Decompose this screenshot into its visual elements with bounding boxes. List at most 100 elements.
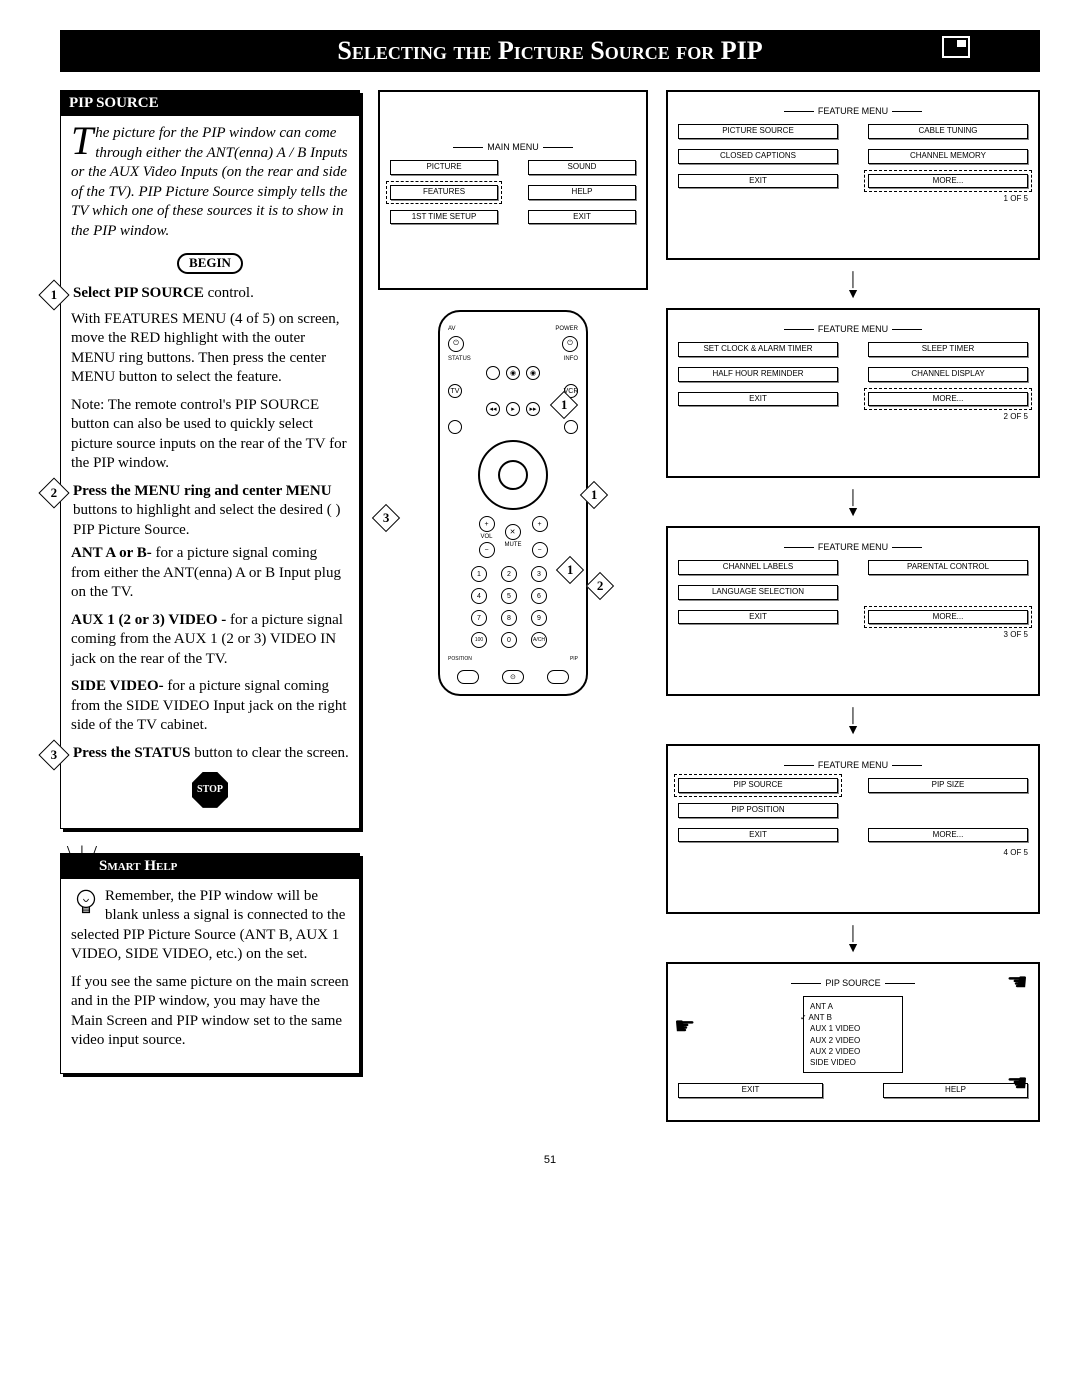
- feature-menu-4-screen: FEATURE MENU PIP SOURCE PIP SIZE PIP POS…: [666, 744, 1040, 914]
- pip-opt-aux1[interactable]: AUX 1 VIDEO: [810, 1023, 896, 1034]
- remote-num-9[interactable]: 9: [531, 610, 547, 626]
- remote-status-button[interactable]: [486, 366, 500, 380]
- fm2-exit[interactable]: EXIT: [678, 392, 838, 407]
- main-menu-features[interactable]: FEATURES: [390, 185, 498, 200]
- remote-num-100[interactable]: 100: [471, 632, 487, 648]
- arrow-down-4: [666, 926, 1040, 954]
- fm3-exit[interactable]: EXIT: [678, 610, 838, 625]
- fm2-channel-display[interactable]: CHANNEL DISPLAY: [868, 367, 1028, 382]
- fm3-language[interactable]: LANGUAGE SELECTION: [678, 585, 838, 600]
- aux-para: AUX 1 (2 or 3) VIDEO - for a picture sig…: [71, 611, 349, 670]
- fm4-pip-size[interactable]: PIP SIZE: [868, 778, 1028, 793]
- remote-mute-button[interactable]: ✕: [505, 524, 521, 540]
- callout-3: 3: [372, 504, 400, 532]
- pip-opt-aux2b[interactable]: AUX 2 VIDEO: [810, 1046, 896, 1057]
- remote-menu-ring[interactable]: [478, 440, 548, 510]
- remote-tv-button[interactable]: TV: [448, 384, 462, 398]
- intro-dropcap: T: [71, 124, 95, 158]
- feature-menu-2-title: FEATURE MENU: [678, 324, 1028, 334]
- remote-power-button[interactable]: ⏻: [562, 336, 578, 352]
- main-menu-1st-setup[interactable]: 1ST TIME SETUP: [390, 210, 498, 225]
- remote-position-button[interactable]: [457, 670, 479, 684]
- fm2-set-clock[interactable]: SET CLOCK & ALARM TIMER: [678, 342, 838, 357]
- step-2-diamond: 2: [38, 477, 69, 508]
- fm4-more[interactable]: MORE...: [868, 828, 1028, 843]
- remote-vol-up[interactable]: +: [479, 516, 495, 532]
- fm3-parental-control[interactable]: PARENTAL CONTROL: [868, 560, 1028, 575]
- main-menu-picture[interactable]: PICTURE: [390, 160, 498, 175]
- manual-page: Selecting the Picture Source for PIP PIP…: [0, 0, 1080, 1196]
- page-title-text: Selecting the Picture Source for PIP: [337, 36, 762, 65]
- step-2-row: 2 Press the MENU ring and center MENU bu…: [43, 482, 349, 541]
- main-menu-grid: PICTURE SOUND FEATURES HELP 1ST TIME SET…: [390, 160, 636, 224]
- fm4-pip-source[interactable]: PIP SOURCE: [678, 778, 838, 793]
- remote-rec-button[interactable]: ◉: [506, 366, 520, 380]
- pip-opt-ant-a[interactable]: ANT A: [810, 1001, 896, 1012]
- fm1-cable-tuning[interactable]: CABLE TUNING: [868, 124, 1028, 139]
- pip-source-exit[interactable]: EXIT: [678, 1083, 823, 1098]
- pip-window-icon: [942, 36, 970, 58]
- remote-freepip-button[interactable]: ▸▸: [526, 402, 540, 416]
- fm2-half-hour[interactable]: HALF HOUR REMINDER: [678, 367, 838, 382]
- remote-label-power: POWER: [555, 326, 578, 332]
- arrow-down-1: [666, 272, 1040, 300]
- arrow-down-2: [666, 490, 1040, 518]
- step-3-row: 3 Press the STATUS button to clear the s…: [43, 744, 349, 766]
- remote-num-7[interactable]: 7: [471, 610, 487, 626]
- lightbulb-icon: [71, 887, 101, 921]
- smart-help-p2: If you see the same picture on the main …: [71, 973, 349, 1051]
- fm2-more[interactable]: MORE...: [868, 392, 1028, 407]
- remote-label-position: POSITION: [448, 656, 472, 662]
- fm3-channel-labels[interactable]: CHANNEL LABELS: [678, 560, 838, 575]
- remote-label-vol: VOL: [479, 534, 495, 540]
- remote-av-button[interactable]: ⏻: [448, 336, 464, 352]
- remote-num-2[interactable]: 2: [501, 566, 517, 582]
- step-1-diamond: 1: [38, 279, 69, 310]
- fm4-exit[interactable]: EXIT: [678, 828, 838, 843]
- remote-num-5[interactable]: 5: [501, 588, 517, 604]
- remote-num-1[interactable]: 1: [471, 566, 487, 582]
- remote-num-3[interactable]: 3: [531, 566, 547, 582]
- remote-num-4[interactable]: 4: [471, 588, 487, 604]
- menu-flow-column: FEATURE MENU PICTURE SOURCE CABLE TUNING…: [666, 90, 1040, 1134]
- feature-menu-3-screen: FEATURE MENU CHANNEL LABELS PARENTAL CON…: [666, 526, 1040, 696]
- feature-menu-1-title: FEATURE MENU: [678, 106, 1028, 116]
- step-2-bold: Press the MENU ring and center MENU: [73, 483, 332, 499]
- fm1-pager: 1 OF 5: [678, 194, 1028, 203]
- fm1-channel-memory[interactable]: CHANNEL MEMORY: [868, 149, 1028, 164]
- remote-label-info: INFO: [564, 356, 578, 362]
- remote-vol-down[interactable]: −: [479, 542, 495, 558]
- remote-pip-button[interactable]: ⊙: [502, 670, 524, 684]
- fm2-sleep-timer[interactable]: SLEEP TIMER: [868, 342, 1028, 357]
- intro-paragraph: The picture for the PIP window can come …: [71, 124, 349, 241]
- smart-help-box: \ | / Smart Help Remember, the PIP windo…: [60, 853, 360, 1074]
- page-title-bar: Selecting the Picture Source for PIP: [60, 30, 1040, 72]
- remote-num-8[interactable]: 8: [501, 610, 517, 626]
- main-menu-help[interactable]: HELP: [528, 185, 636, 200]
- remote-num-6[interactable]: 6: [531, 588, 547, 604]
- remote-column: MAIN MENU PICTURE SOUND FEATURES HELP 1S…: [378, 90, 648, 1134]
- fm3-more[interactable]: MORE...: [868, 610, 1028, 625]
- fm1-exit[interactable]: EXIT: [678, 174, 838, 189]
- remote-ch-up[interactable]: +: [532, 516, 548, 532]
- remote-surf-button[interactable]: [564, 420, 578, 434]
- fm1-picture-source[interactable]: PICTURE SOURCE: [678, 124, 838, 139]
- main-menu-exit[interactable]: EXIT: [528, 210, 636, 225]
- side-para: SIDE VIDEO- for a picture signal coming …: [71, 677, 349, 736]
- fm1-more[interactable]: MORE...: [868, 174, 1028, 189]
- main-menu-sound[interactable]: SOUND: [528, 160, 636, 175]
- remote-bottom-button[interactable]: [547, 670, 569, 684]
- ant-bold: ANT A or B-: [71, 545, 152, 561]
- remote-sleep-button[interactable]: [448, 420, 462, 434]
- fm1-closed-captions[interactable]: CLOSED CAPTIONS: [678, 149, 838, 164]
- pip-opt-aux2[interactable]: AUX 2 VIDEO: [810, 1035, 896, 1046]
- remote-swap-button[interactable]: ◂◂: [486, 402, 500, 416]
- remote-ch-down[interactable]: −: [532, 542, 548, 558]
- remote-num-0[interactable]: 0: [501, 632, 517, 648]
- remote-num-ach[interactable]: A/CH: [531, 632, 547, 648]
- remote-info-button[interactable]: ◉: [526, 366, 540, 380]
- fm4-pip-position[interactable]: PIP POSITION: [678, 803, 838, 818]
- pip-opt-side[interactable]: SIDE VIDEO: [810, 1057, 896, 1068]
- pip-opt-ant-b[interactable]: ANT B: [810, 1012, 896, 1023]
- remote-play-button[interactable]: ▸: [506, 402, 520, 416]
